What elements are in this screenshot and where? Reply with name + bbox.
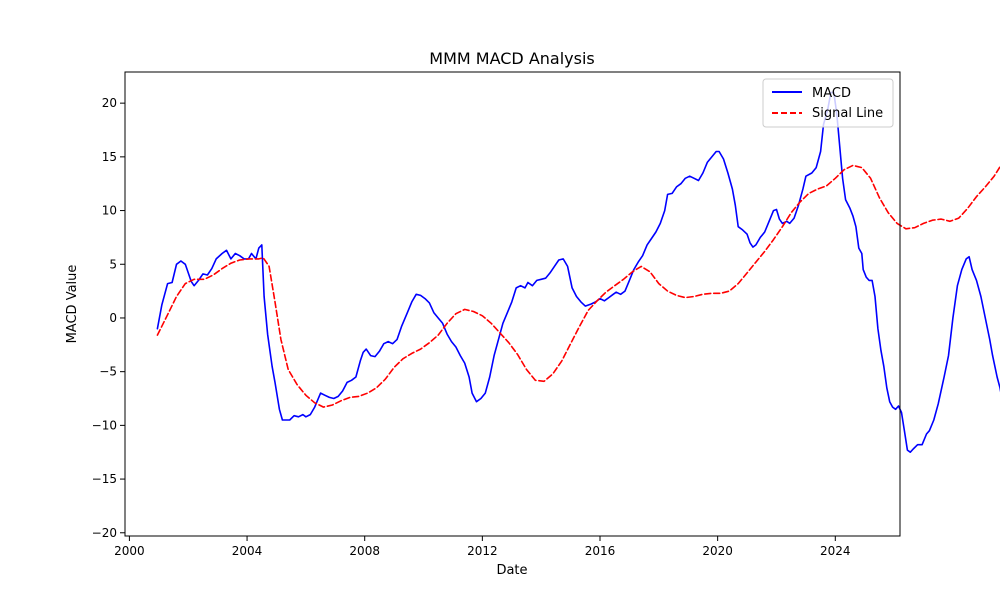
y-axis-label: MACD Value — [65, 265, 80, 344]
y-tick-label: −15 — [92, 472, 117, 486]
y-axis: −20 −15 −10 −5 0 5 10 15 20 — [92, 96, 125, 540]
x-tick-label: 2020 — [702, 544, 733, 558]
y-tick-label: 10 — [102, 204, 117, 218]
y-tick-label: −20 — [92, 526, 117, 540]
x-tick-label: 2016 — [585, 544, 616, 558]
x-tick-label: 2004 — [232, 544, 263, 558]
x-tick-label: 2012 — [467, 544, 498, 558]
y-tick-label: 20 — [102, 96, 117, 110]
x-axis-label: Date — [496, 563, 527, 578]
y-tick-label: −5 — [99, 365, 117, 379]
x-tick-label: 2000 — [114, 544, 145, 558]
chart-title: MMM MACD Analysis — [429, 49, 594, 68]
y-tick-label: 15 — [102, 150, 117, 164]
x-axis: 2000 2004 2008 2012 2016 2020 2024 — [114, 536, 851, 558]
x-tick-label: 2024 — [820, 544, 851, 558]
signal-line — [156, 164, 1000, 408]
x-tick-label: 2008 — [349, 544, 380, 558]
macd-line — [156, 91, 1000, 454]
y-tick-label: −10 — [92, 418, 117, 432]
legend-label-macd: MACD — [812, 86, 851, 101]
axes-frame — [124, 71, 901, 537]
legend: MACD Signal Line — [762, 78, 894, 128]
series-layer — [156, 91, 1000, 454]
y-tick-label: 5 — [109, 257, 117, 271]
legend-label-signal: Signal Line — [812, 106, 883, 121]
y-tick-label: 0 — [109, 311, 117, 325]
